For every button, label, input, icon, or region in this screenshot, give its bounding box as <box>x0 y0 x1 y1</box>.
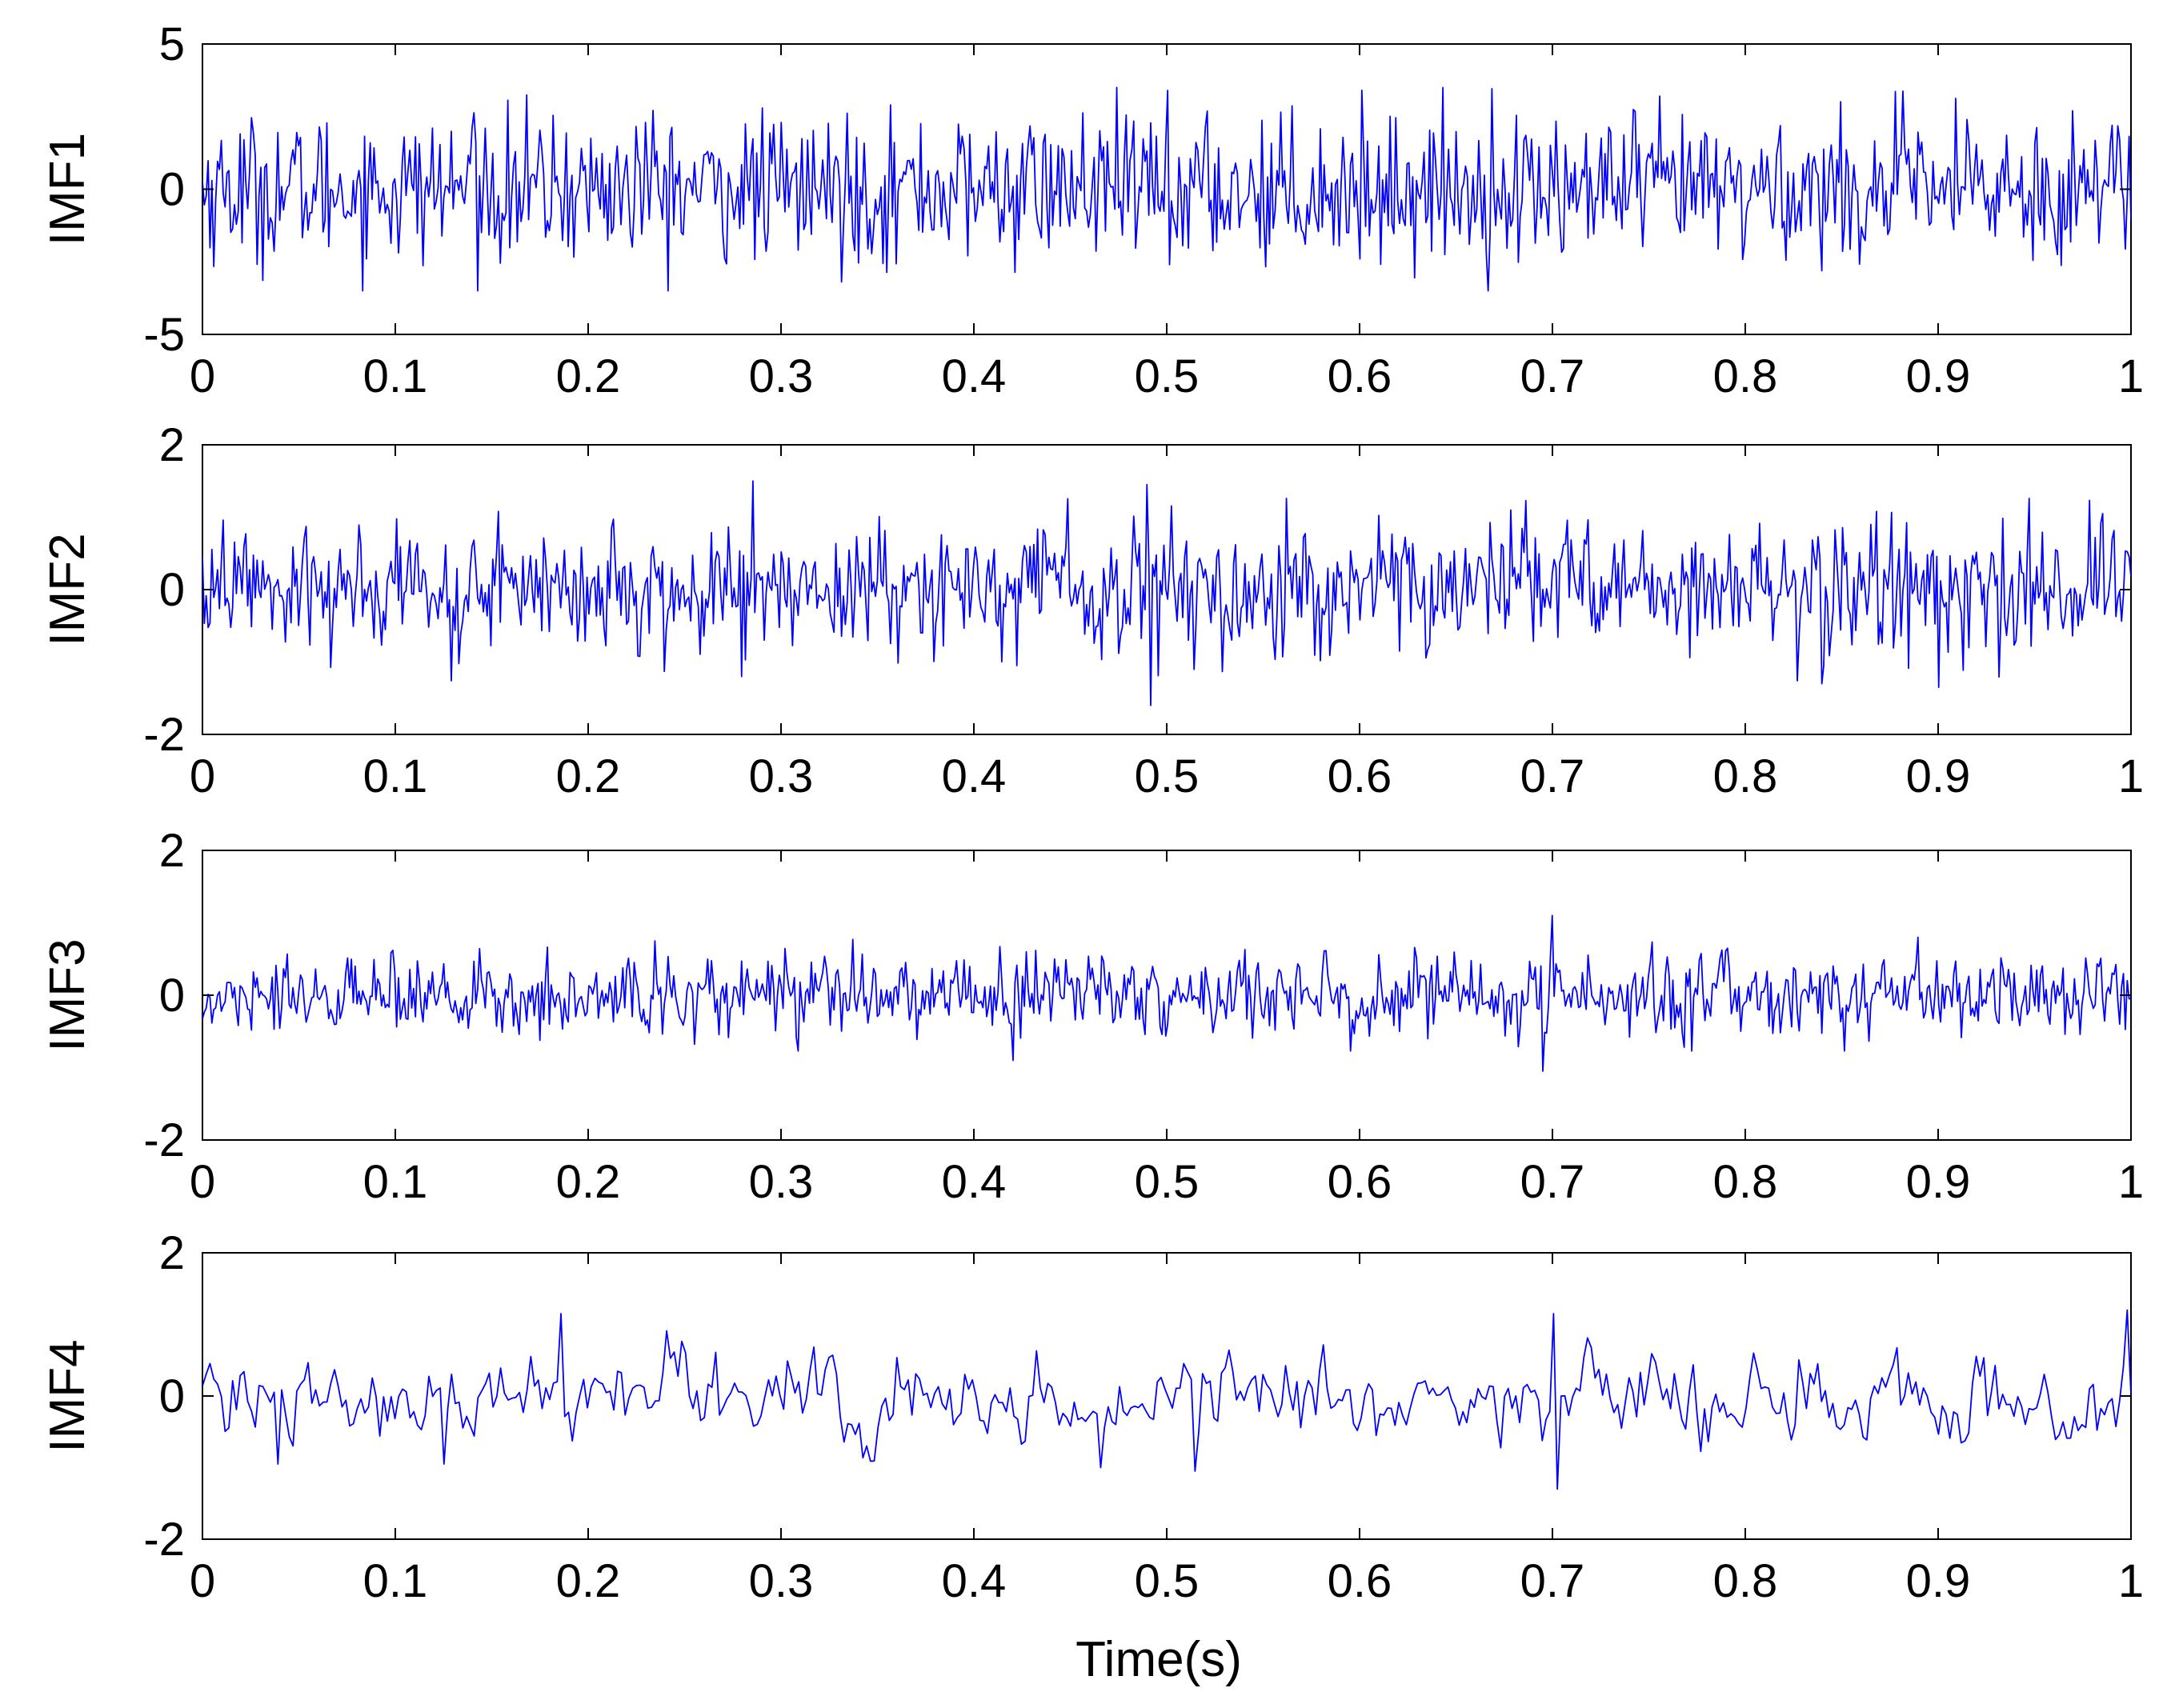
y-tick-label: 0 <box>159 164 185 216</box>
axes-frame <box>202 850 2132 1141</box>
x-tick-label: 0.3 <box>749 1555 814 1607</box>
x-tick-label: 0.2 <box>556 750 621 802</box>
x-tick-label: 0.6 <box>1328 350 1392 402</box>
x-tick-label: 0.1 <box>363 1555 428 1607</box>
y-axis-label: IMF3 <box>40 938 95 1051</box>
y-tick-label: -2 <box>143 709 185 761</box>
x-tick-label: 0.7 <box>1520 1555 1585 1607</box>
x-tick-label: 0.9 <box>1906 1555 1971 1607</box>
y-axis-label: IMF1 <box>40 133 95 246</box>
x-tick-label: 0.2 <box>556 350 621 402</box>
x-tick-label: 0.4 <box>942 750 1007 802</box>
x-tick-label: 0 <box>190 1156 215 1208</box>
x-tick-label: 1 <box>2118 1156 2144 1208</box>
x-tick-label: 0.4 <box>942 1156 1007 1208</box>
x-tick-label: 0.2 <box>556 1555 621 1607</box>
x-tick-label: 0.8 <box>1713 1555 1778 1607</box>
y-tick-label: -2 <box>143 1114 185 1166</box>
x-tick-label: 0.8 <box>1713 750 1778 802</box>
x-tick-label: 0.5 <box>1135 750 1200 802</box>
x-tick-label: 0 <box>190 350 215 402</box>
signal-line <box>202 86 2131 292</box>
x-tick-label: 0.7 <box>1520 350 1585 402</box>
x-tick-label: 0.6 <box>1328 1156 1392 1208</box>
y-tick-label: -2 <box>143 1514 185 1566</box>
x-tick-label: 1 <box>2118 350 2144 402</box>
x-tick-label: 0.3 <box>749 350 814 402</box>
x-tick-label: 0.5 <box>1135 1156 1200 1208</box>
x-tick-label: 0.9 <box>1906 350 1971 402</box>
x-tick-label: 0.3 <box>749 1156 814 1208</box>
x-tick-label: 0.1 <box>363 750 428 802</box>
signal-line <box>202 914 2131 1072</box>
y-tick-label: 2 <box>159 419 185 471</box>
x-tick-label: 0.9 <box>1906 750 1971 802</box>
y-tick-label: 0 <box>159 970 185 1022</box>
x-tick-label: 0.4 <box>942 1555 1007 1607</box>
x-axis-label: Time(s) <box>1075 1632 1242 1687</box>
y-tick-label: 5 <box>159 18 185 70</box>
x-tick-label: 0.6 <box>1328 750 1392 802</box>
x-tick-label: 0.8 <box>1713 350 1778 402</box>
x-tick-label: 0.6 <box>1328 1555 1392 1607</box>
signal-line <box>202 480 2131 706</box>
y-tick-label: 2 <box>159 825 185 877</box>
x-tick-label: 0.1 <box>363 1156 428 1208</box>
x-tick-label: 0.7 <box>1520 1156 1585 1208</box>
x-tick-label: 0.7 <box>1520 750 1585 802</box>
x-tick-label: 0.2 <box>556 1156 621 1208</box>
x-tick-label: 0.5 <box>1135 1555 1200 1607</box>
x-tick-label: 1 <box>2118 1555 2144 1607</box>
x-tick-label: 0.4 <box>942 350 1007 402</box>
x-tick-label: 0.3 <box>749 750 814 802</box>
y-tick-label: 2 <box>159 1227 185 1279</box>
x-tick-label: 0.9 <box>1906 1156 1971 1208</box>
y-tick-label: 0 <box>159 564 185 616</box>
y-tick-label: 0 <box>159 1370 185 1422</box>
x-tick-label: 0.5 <box>1135 350 1200 402</box>
x-tick-label: 0 <box>190 750 215 802</box>
y-axis-label: IMF4 <box>40 1339 95 1452</box>
x-tick-label: 1 <box>2118 750 2144 802</box>
y-axis-label: IMF2 <box>40 533 95 646</box>
x-tick-label: 0 <box>190 1555 215 1607</box>
axes-frame <box>202 1252 2132 1540</box>
x-tick-label: 0.1 <box>363 350 428 402</box>
x-tick-label: 0.8 <box>1713 1156 1778 1208</box>
signal-line <box>202 1309 2131 1490</box>
y-tick-label: -5 <box>143 309 185 361</box>
